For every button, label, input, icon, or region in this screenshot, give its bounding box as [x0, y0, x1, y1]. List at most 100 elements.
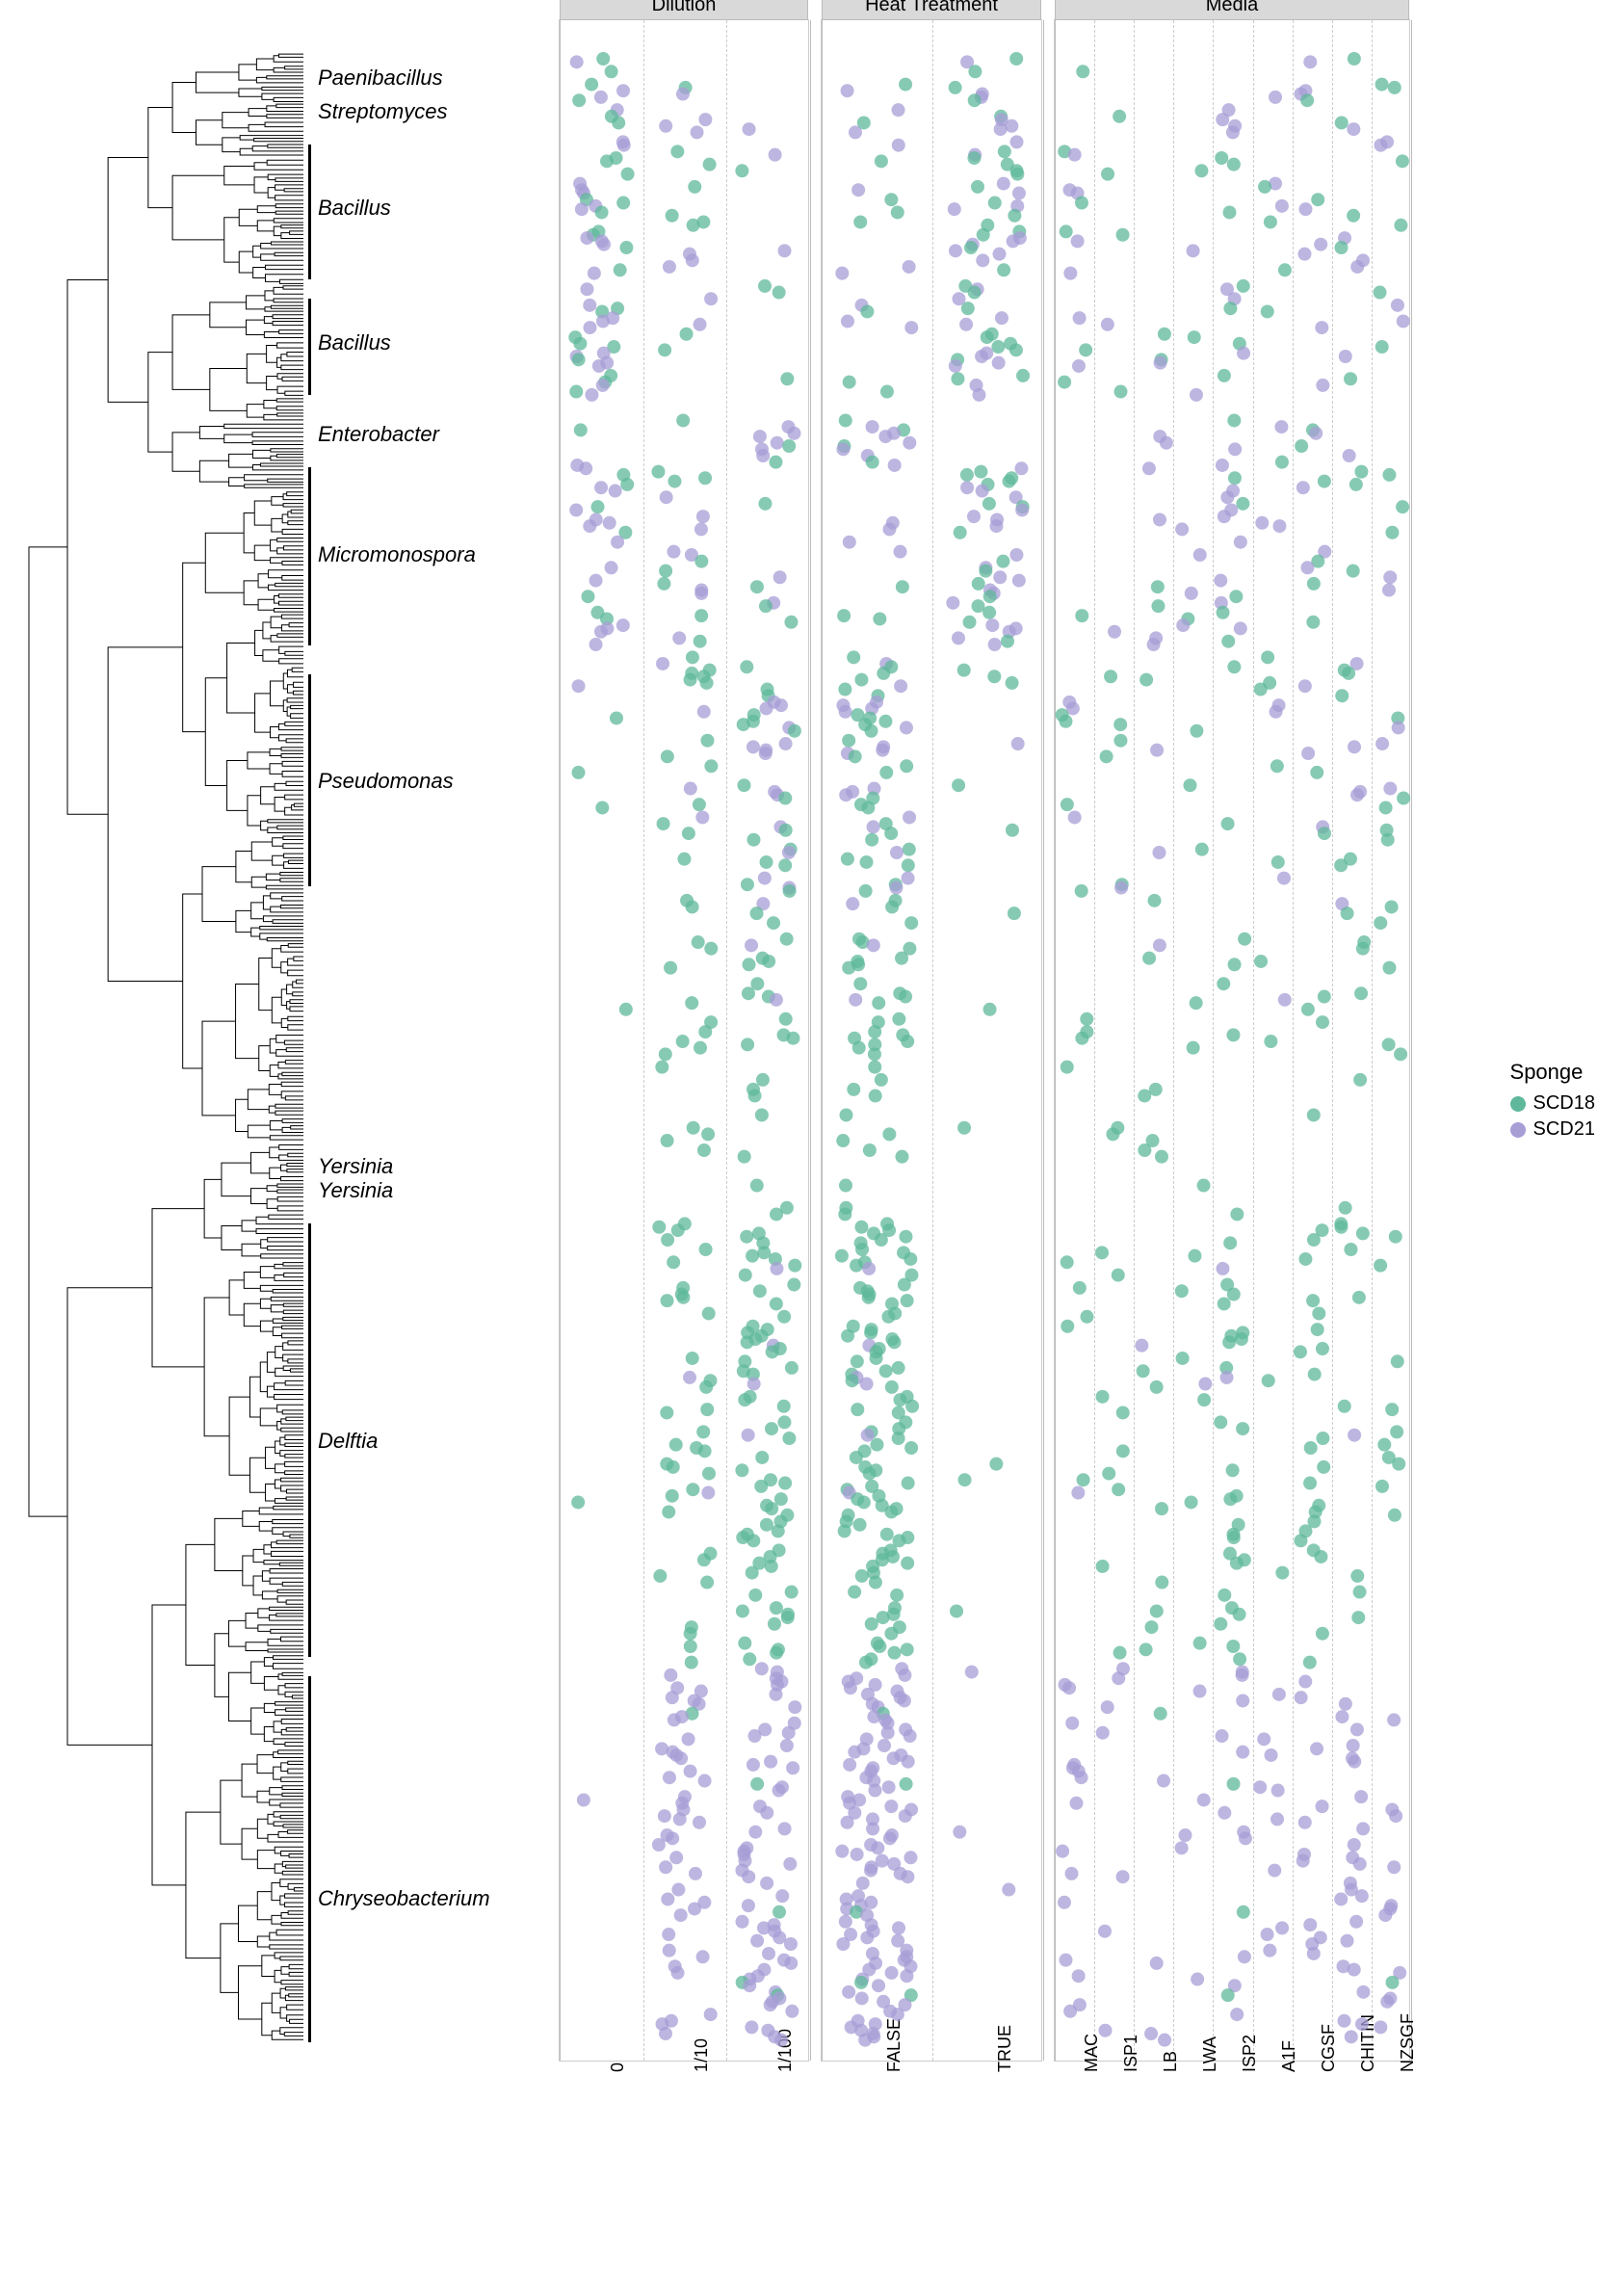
data-point: [900, 1777, 913, 1791]
taxa-range-bar: [308, 1676, 311, 2042]
data-point: [849, 993, 862, 1007]
data-point: [758, 497, 772, 511]
taxa-label: Micromonospora: [318, 542, 476, 567]
data-point: [1261, 650, 1274, 664]
data-point: [868, 1025, 881, 1038]
data-point: [1236, 1422, 1249, 1435]
data-point: [1303, 1918, 1317, 1931]
data-point: [589, 574, 603, 588]
data-point: [1350, 1722, 1364, 1736]
data-point: [903, 436, 916, 450]
data-point: [775, 1889, 789, 1903]
data-point: [839, 413, 852, 427]
data-point: [750, 907, 764, 920]
data-point: [1298, 202, 1312, 216]
data-point: [1230, 2008, 1244, 2021]
data-point: [1316, 1432, 1329, 1445]
data-point: [997, 177, 1010, 191]
data-point: [694, 522, 708, 536]
data-point: [778, 1477, 792, 1490]
data-point: [1116, 1406, 1130, 1419]
data-point: [976, 253, 989, 267]
data-point: [778, 244, 792, 257]
data-point: [851, 183, 865, 197]
data-point: [852, 1041, 866, 1055]
data-point: [1349, 1915, 1363, 1929]
data-point: [1335, 1710, 1349, 1723]
data-point: [1217, 977, 1230, 990]
data-point: [904, 1441, 918, 1455]
data-point: [770, 1646, 783, 1660]
data-point: [666, 1691, 679, 1704]
data-point: [1270, 759, 1284, 773]
data-point: [997, 263, 1010, 276]
data-point: [1306, 616, 1320, 629]
data-point: [1223, 1492, 1237, 1506]
data-point: [738, 1393, 751, 1406]
data-point: [697, 1143, 711, 1157]
data-point: [993, 570, 1007, 584]
data-point: [762, 1947, 775, 1960]
data-point: [779, 824, 793, 837]
data-point: [1238, 1950, 1251, 1963]
data-point: [853, 1518, 867, 1532]
data-point: [884, 193, 898, 206]
data-point: [1080, 1310, 1093, 1324]
data-point: [979, 565, 992, 578]
data-point: [1297, 1854, 1310, 1868]
data-point: [1227, 1531, 1241, 1544]
data-point: [898, 1694, 911, 1707]
data-point: [660, 490, 673, 504]
data-point: [1318, 990, 1331, 1004]
taxa-label: Chryseobacterium: [318, 1886, 490, 1911]
data-point: [773, 570, 787, 584]
data-point: [596, 379, 610, 392]
data-point: [976, 485, 989, 498]
data-point: [946, 596, 959, 610]
data-point: [901, 1035, 914, 1048]
data-point: [760, 1518, 773, 1532]
data-point: [1102, 1467, 1115, 1481]
data-point: [689, 1867, 702, 1880]
data-point: [659, 1860, 672, 1874]
data-point: [684, 1627, 697, 1641]
data-point: [1010, 135, 1024, 148]
data-point: [967, 151, 981, 165]
data-point: [863, 1467, 877, 1481]
data-point: [985, 618, 999, 632]
data-point: [659, 2027, 672, 2040]
data-point: [835, 267, 849, 280]
data-point: [746, 1566, 759, 1580]
data-point: [835, 1845, 849, 1858]
grid-line: [1411, 20, 1412, 2061]
data-point: [1137, 1364, 1150, 1378]
data-point: [772, 1524, 785, 1537]
data-point: [884, 827, 898, 840]
data-point: [983, 1003, 997, 1016]
data-point: [1275, 1566, 1289, 1580]
data-point: [1338, 2014, 1351, 2028]
data-point: [1343, 449, 1356, 462]
data-point: [1303, 1656, 1317, 1669]
data-point: [1375, 1480, 1389, 1493]
data-point: [847, 1083, 860, 1096]
data-point: [887, 1751, 901, 1765]
data-point: [620, 478, 634, 491]
data-point: [1063, 2005, 1077, 2018]
data-point: [1374, 1259, 1387, 1273]
data-point: [1352, 1291, 1366, 1304]
data-point: [656, 657, 669, 670]
data-point: [1316, 1342, 1329, 1355]
data-point: [1012, 574, 1026, 588]
data-point: [572, 766, 586, 779]
data-point: [676, 413, 690, 427]
data-point: [737, 718, 750, 731]
data-point: [748, 1090, 762, 1103]
panel-body: MACISP1LBLWAISP2A1FCGSFCHITINNZSGF: [1055, 20, 1409, 2061]
panel-body: FALSETRUE: [822, 20, 1041, 2061]
data-point: [1382, 468, 1396, 482]
data-point: [843, 536, 856, 549]
data-point: [680, 328, 694, 341]
data-point: [785, 1586, 799, 1599]
data-point: [782, 439, 796, 453]
